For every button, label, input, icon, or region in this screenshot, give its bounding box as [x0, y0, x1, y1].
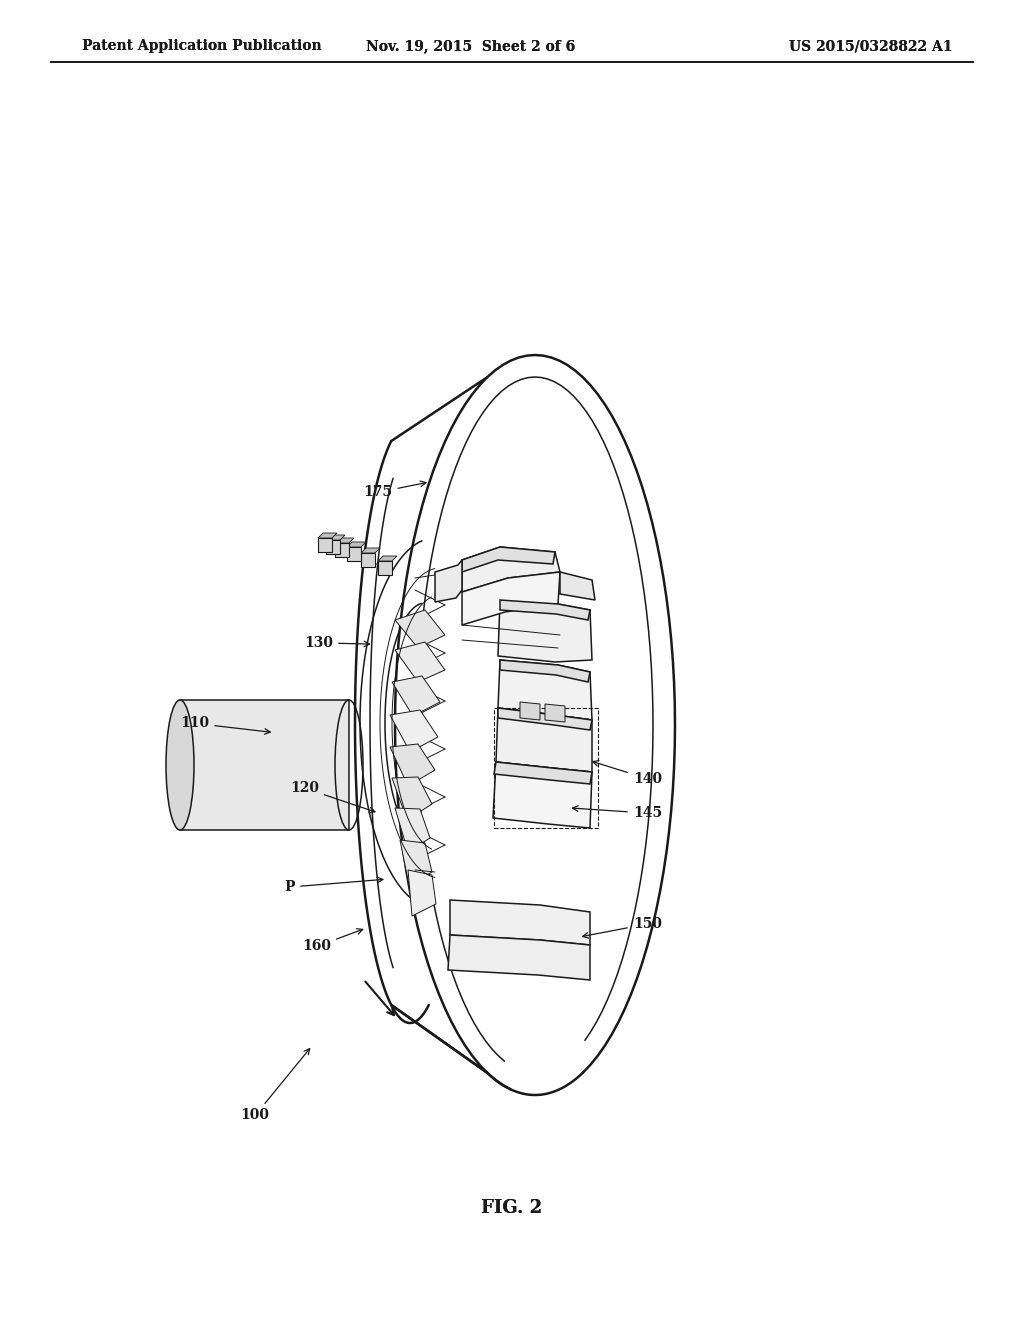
Polygon shape — [500, 660, 590, 682]
Text: FIG. 2: FIG. 2 — [481, 1199, 543, 1217]
Polygon shape — [390, 710, 438, 752]
Polygon shape — [392, 676, 440, 715]
Text: Nov. 19, 2015  Sheet 2 of 6: Nov. 19, 2015 Sheet 2 of 6 — [367, 40, 575, 53]
Polygon shape — [493, 762, 592, 828]
Polygon shape — [500, 601, 590, 620]
Polygon shape — [449, 935, 590, 979]
Polygon shape — [395, 642, 445, 682]
Polygon shape — [435, 560, 462, 602]
Polygon shape — [347, 543, 366, 546]
Polygon shape — [392, 777, 432, 820]
Polygon shape — [498, 708, 592, 730]
Polygon shape — [378, 556, 397, 561]
Text: 145: 145 — [572, 805, 662, 820]
Polygon shape — [560, 572, 595, 601]
Polygon shape — [361, 553, 375, 568]
Text: 100: 100 — [241, 1048, 309, 1122]
Polygon shape — [180, 700, 349, 830]
Text: 140: 140 — [593, 760, 662, 785]
Polygon shape — [335, 543, 349, 557]
Text: 175: 175 — [364, 480, 426, 499]
Polygon shape — [408, 870, 436, 916]
Polygon shape — [520, 702, 540, 719]
Text: P: P — [285, 878, 383, 894]
Polygon shape — [498, 660, 592, 719]
Polygon shape — [326, 540, 340, 554]
Text: US 2015/0328822 A1: US 2015/0328822 A1 — [788, 40, 952, 53]
Polygon shape — [545, 704, 565, 722]
Polygon shape — [361, 548, 380, 553]
Polygon shape — [462, 572, 560, 624]
Text: Nov. 19, 2015  Sheet 2 of 6: Nov. 19, 2015 Sheet 2 of 6 — [367, 40, 575, 53]
Text: 110: 110 — [180, 717, 270, 734]
Text: 160: 160 — [302, 929, 362, 953]
Polygon shape — [496, 708, 592, 772]
Text: 150: 150 — [583, 917, 662, 939]
Polygon shape — [318, 539, 332, 552]
Text: Patent Application Publication: Patent Application Publication — [82, 40, 322, 53]
Polygon shape — [378, 561, 392, 576]
Text: 120: 120 — [290, 781, 375, 813]
Polygon shape — [395, 808, 430, 851]
Polygon shape — [395, 610, 445, 648]
Ellipse shape — [166, 700, 194, 830]
Polygon shape — [347, 546, 361, 561]
Polygon shape — [390, 744, 435, 785]
Text: FIG. 2: FIG. 2 — [481, 1199, 543, 1217]
Polygon shape — [494, 762, 592, 784]
Polygon shape — [318, 533, 337, 539]
Text: Patent Application Publication: Patent Application Publication — [82, 40, 322, 53]
Polygon shape — [400, 840, 432, 884]
Polygon shape — [462, 546, 555, 572]
Polygon shape — [326, 535, 345, 540]
Polygon shape — [450, 900, 590, 945]
Polygon shape — [498, 601, 592, 663]
Text: 130: 130 — [304, 636, 370, 649]
Text: US 2015/0328822 A1: US 2015/0328822 A1 — [788, 40, 952, 53]
Polygon shape — [462, 546, 560, 591]
Polygon shape — [335, 539, 354, 543]
